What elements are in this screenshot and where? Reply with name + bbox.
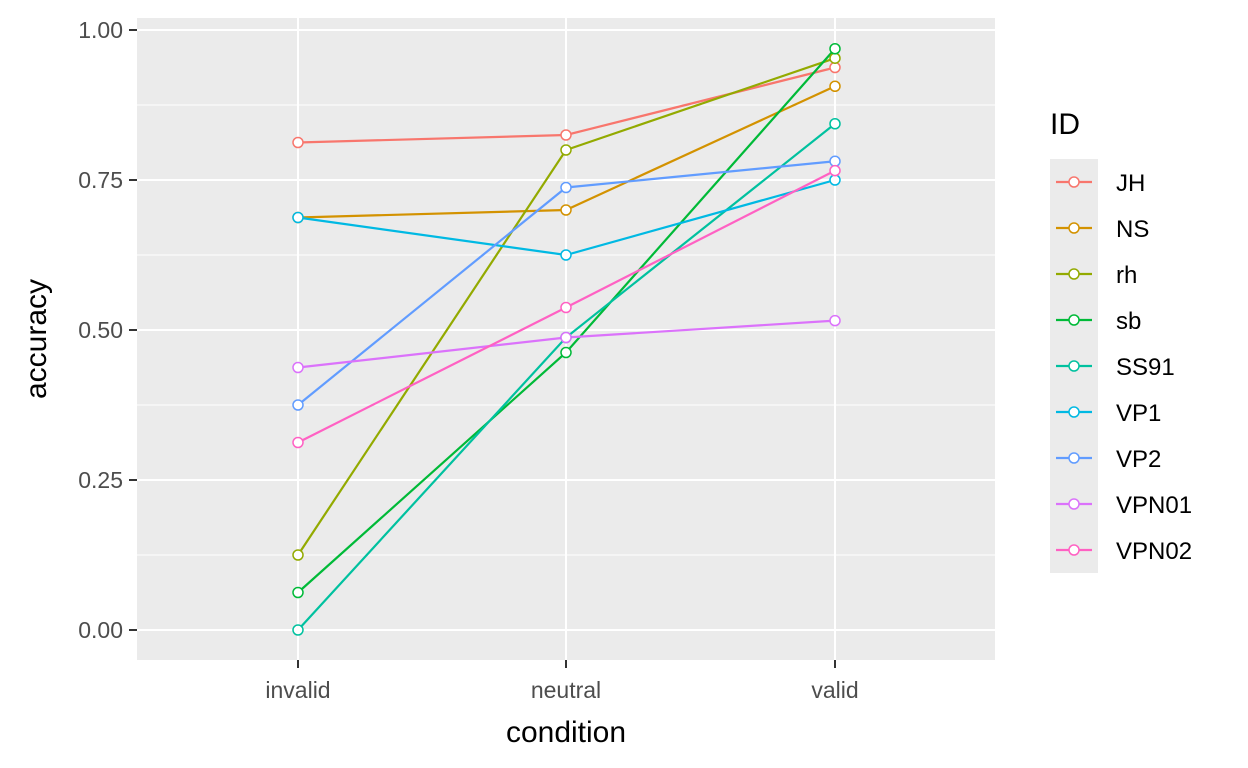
x-tick-label: valid [811, 677, 858, 703]
legend-item-jh: JH [1056, 170, 1145, 197]
y-tick-label: 0.50 [78, 317, 123, 343]
data-point-rh [560, 144, 572, 156]
legend-item-vpn02: VPN02 [1056, 538, 1192, 565]
data-point-ns [829, 80, 841, 92]
data-point-sb [829, 43, 841, 55]
data-point-jh [560, 129, 572, 141]
x-tick-label: neutral [531, 677, 601, 703]
data-point-vpn02 [292, 436, 304, 449]
x-axis-title: condition [506, 716, 626, 749]
data-point-ns [560, 204, 572, 216]
data-point-jh [829, 61, 841, 74]
data-point-ss91 [829, 118, 841, 130]
x-tick-label: invalid [265, 677, 330, 703]
data-point-vpn01 [292, 361, 304, 374]
legend-item-sb: sb [1056, 308, 1141, 335]
data-point-vp1 [292, 211, 304, 224]
data-point-vp1 [829, 174, 841, 186]
data-point-sb [560, 346, 572, 359]
legend-title: ID [1050, 108, 1080, 141]
legend-label: SS91 [1116, 354, 1175, 381]
legend-label: NS [1116, 216, 1149, 243]
legend-key-point [1068, 498, 1080, 510]
data-point-vpn02 [829, 164, 841, 177]
legend-key-point [1068, 406, 1080, 418]
legend-label: JH [1116, 170, 1145, 197]
legend-label: rh [1116, 262, 1137, 289]
data-point-rh [829, 52, 841, 64]
data-point-vpn02 [560, 301, 572, 314]
data-point-vp2 [292, 399, 304, 411]
legend-key-point [1068, 176, 1080, 188]
data-point-jh [292, 136, 304, 149]
legend-items: JH NS rh sb SS91 VP1 VP2 VPN01 VPN02 [1056, 170, 1192, 565]
data-point-ss91 [292, 624, 304, 636]
legend-item-vp1: VP1 [1056, 400, 1161, 427]
legend-label: VP1 [1116, 400, 1161, 427]
data-point-vpn01 [829, 314, 841, 327]
y-tick-label: 0.75 [78, 167, 123, 193]
legend-item-ss91: SS91 [1056, 354, 1175, 381]
legend: ID JH NS rh sb SS91 VP1 VP2 VPN01 VPN02 [1050, 108, 1192, 573]
legend-label: VPN01 [1116, 492, 1192, 519]
data-point-rh [292, 549, 304, 561]
legend-item-vp2: VP2 [1056, 446, 1161, 473]
y-axis-title: accuracy [20, 279, 53, 399]
data-point-vp1 [560, 249, 572, 261]
data-point-vp2 [560, 181, 572, 194]
legend-key-point [1068, 544, 1080, 556]
legend-label: sb [1116, 308, 1141, 335]
legend-label: VPN02 [1116, 538, 1192, 565]
y-axis: 0.00 0.25 0.50 0.75 1.00 [78, 17, 137, 643]
y-tick-label: 1.00 [78, 17, 123, 43]
x-axis: invalid neutral valid [265, 660, 859, 703]
legend-item-rh: rh [1056, 262, 1137, 289]
legend-label: VP2 [1116, 446, 1161, 473]
legend-key-point [1068, 222, 1080, 234]
series-points [292, 43, 841, 636]
legend-item-ns: NS [1056, 216, 1149, 243]
legend-key-point [1068, 360, 1080, 372]
data-point-sb [292, 586, 304, 599]
legend-key-point [1068, 452, 1080, 464]
data-point-vpn01 [560, 331, 572, 344]
legend-item-vpn01: VPN01 [1056, 492, 1192, 519]
legend-key-point [1068, 314, 1080, 326]
legend-key-point [1068, 268, 1080, 280]
y-tick-label: 0.00 [78, 617, 123, 643]
data-point-vp2 [829, 155, 841, 167]
y-tick-label: 0.25 [78, 467, 123, 493]
